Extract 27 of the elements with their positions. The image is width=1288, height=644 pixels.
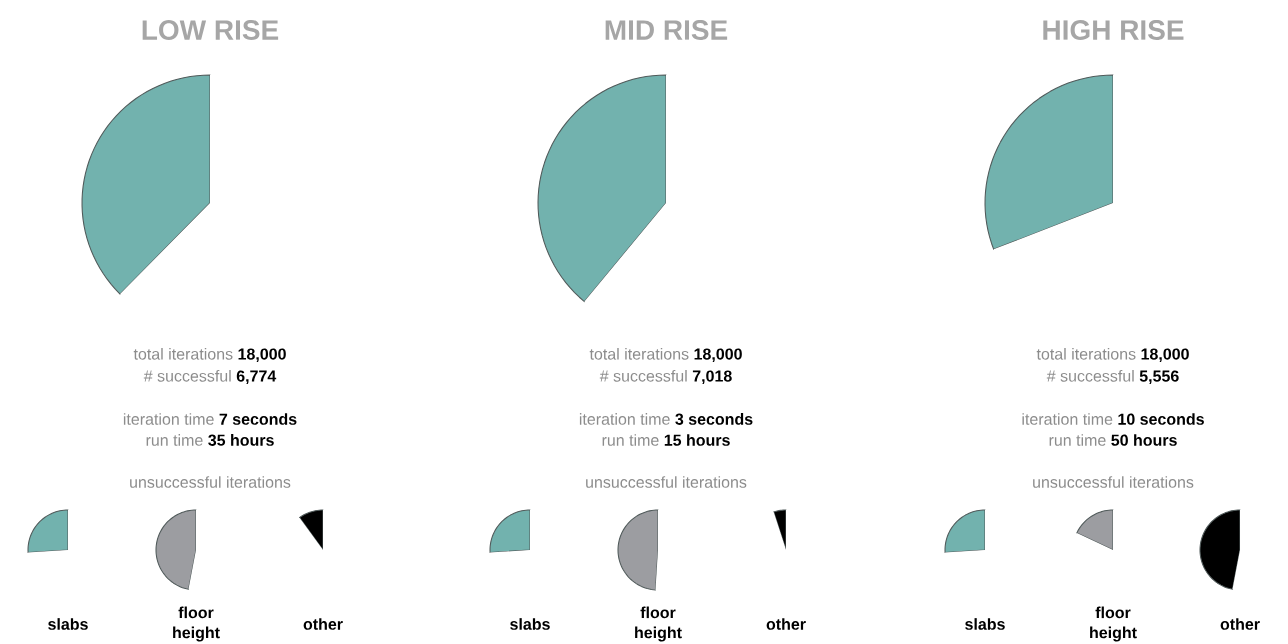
text: slabs <box>510 618 550 630</box>
text: run time 50 hours <box>1049 434 1177 446</box>
text: iteration time 7 seconds <box>123 413 297 425</box>
chart-title: MID RISE <box>605 20 728 40</box>
text: run time 35 hours <box>146 434 274 446</box>
text: # successful 7,018 <box>599 369 732 385</box>
text: total iterations 18,000 <box>1036 347 1189 363</box>
text: iteration time 10 seconds <box>1022 413 1204 425</box>
text: slabs <box>48 618 88 630</box>
text: floor height <box>173 606 220 642</box>
text: iteration time 3 seconds <box>579 413 753 425</box>
text: # successful 5,556 <box>1046 369 1179 385</box>
chart-title: LOW RISE <box>142 20 279 40</box>
text: unsuccessful iterations <box>130 476 291 488</box>
chart-title: HIGH RISE <box>1043 20 1184 40</box>
text: run time 15 hours <box>602 434 730 446</box>
text: unsuccessful iterations <box>586 476 747 488</box>
text: floor height <box>1090 606 1137 642</box>
text: other <box>1220 618 1260 630</box>
text: other <box>766 618 806 630</box>
text: other <box>303 618 343 630</box>
text: total iterations 18,000 <box>589 347 742 363</box>
text: total iterations 18,000 <box>133 347 286 363</box>
text: floor height <box>635 606 682 642</box>
text: # successful 6,774 <box>143 369 277 385</box>
text: unsuccessful iterations <box>1033 476 1194 488</box>
text: slabs <box>965 618 1005 630</box>
